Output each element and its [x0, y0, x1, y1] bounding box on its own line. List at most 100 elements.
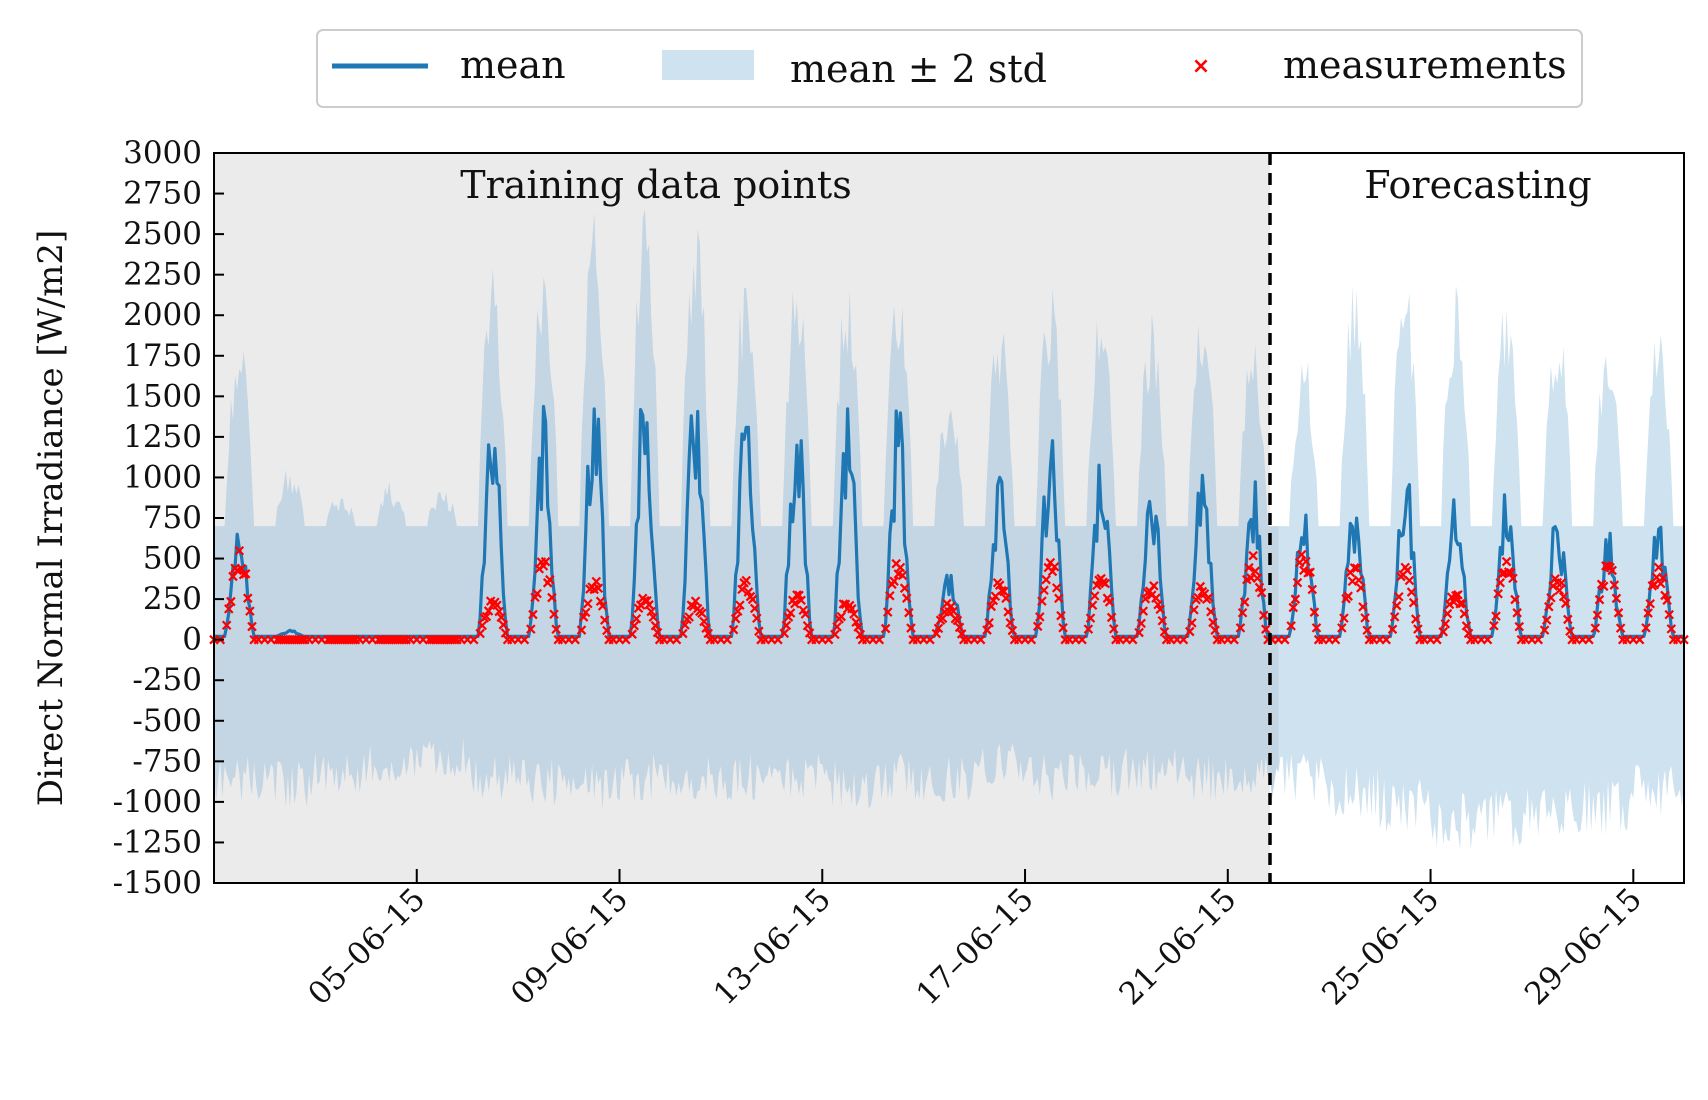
measurement-point	[481, 611, 492, 622]
measurement-point	[1244, 562, 1254, 573]
measurement-point	[735, 600, 745, 610]
measurement-point	[1533, 634, 1544, 645]
measurement-point	[1195, 581, 1206, 592]
measurement-point	[853, 622, 863, 632]
legend: mean mean ± 2 std × measurements	[316, 29, 1583, 108]
measurement-point	[1609, 580, 1620, 590]
legend-marker-swatch: ×	[1192, 54, 1210, 79]
measurement-point	[1402, 565, 1413, 576]
measurement-point	[880, 623, 891, 634]
measurement-point	[1083, 624, 1094, 634]
measurement-point	[593, 583, 604, 594]
measurement-point	[1554, 585, 1565, 596]
measurement-point	[1134, 627, 1144, 638]
measurement-point	[528, 609, 538, 620]
measurement-point	[551, 624, 561, 634]
measurement-point	[1140, 594, 1151, 604]
measurement-point	[1339, 613, 1349, 623]
measurement-point	[1613, 608, 1624, 618]
measurement-point	[749, 603, 760, 614]
measurement-point	[1394, 592, 1404, 602]
measurement-point	[994, 580, 1005, 590]
measurement-point	[1666, 624, 1677, 634]
y-tick-label: 1000	[123, 459, 202, 495]
y-tick-label: 2250	[123, 257, 202, 293]
measurement-point	[1493, 588, 1503, 599]
measurement-point	[1584, 634, 1594, 645]
y-tick-label: 1500	[123, 378, 202, 414]
measurement-point	[570, 634, 580, 645]
measurement-point	[728, 624, 739, 635]
measurement-point	[1104, 597, 1115, 607]
measurement-point	[1643, 608, 1653, 618]
measurement-point	[796, 595, 806, 606]
measurement-point	[1178, 634, 1189, 645]
measurement-point	[1544, 601, 1554, 612]
measurement-point	[1598, 581, 1609, 592]
measurement-point	[1558, 591, 1569, 602]
measurement-point	[1229, 634, 1239, 645]
measurement-point	[1658, 573, 1668, 583]
measurement-point	[1406, 587, 1417, 597]
measurement-point	[1662, 595, 1672, 606]
y-tick-label: -500	[132, 703, 202, 739]
measurement-point	[1491, 611, 1501, 621]
measurement-point	[1035, 612, 1045, 622]
measurement-point	[1001, 593, 1011, 604]
measurement-point	[1258, 610, 1269, 621]
measurement-point	[1256, 587, 1267, 598]
measurement-point	[847, 603, 857, 614]
measurement-point	[1358, 602, 1368, 612]
measurement-point	[802, 620, 813, 631]
measurement-point	[1149, 581, 1159, 591]
measurement-point	[1254, 582, 1265, 593]
legend-band-swatch	[662, 50, 754, 80]
measurement-point	[785, 608, 796, 618]
measurement-point	[526, 624, 536, 634]
measurement-point	[699, 616, 709, 627]
measurement-point	[1248, 550, 1258, 561]
measurement-point	[1461, 621, 1472, 631]
measurement-point	[1337, 623, 1347, 633]
measurement-point	[1655, 578, 1666, 589]
measurement-point	[1449, 597, 1459, 607]
measurement-point	[952, 615, 963, 626]
measurement-point	[580, 607, 591, 618]
measurement-point	[1459, 609, 1470, 619]
measurement-point	[1645, 598, 1655, 609]
measurement-point	[678, 628, 688, 639]
measurement-point	[897, 570, 908, 581]
measurement-point	[597, 601, 608, 611]
measurement-point	[690, 596, 701, 606]
measurement-point	[982, 625, 992, 635]
x-tick-label: 17–06–15	[910, 881, 1041, 1012]
measurement-point	[1563, 614, 1573, 625]
measurement-point	[1455, 598, 1465, 609]
measurement-point	[1159, 627, 1170, 637]
measurement-point	[652, 627, 663, 638]
legend-mean-label: mean	[460, 43, 566, 87]
measurement-point	[1440, 619, 1451, 629]
measurement-point	[494, 606, 504, 617]
measurement-point	[1237, 607, 1248, 618]
y-tick-label: 250	[143, 581, 202, 617]
measurement-point	[1056, 610, 1066, 621]
x-tick-label: 09–06–15	[504, 881, 635, 1012]
measurement-point	[1106, 612, 1117, 623]
measurement-point	[1356, 583, 1366, 593]
measurement-point	[1155, 604, 1165, 615]
measurement-point	[602, 625, 612, 636]
measurement-point	[986, 601, 997, 612]
measurement-point	[680, 620, 690, 630]
measurement-point	[1041, 574, 1051, 585]
measurement-point	[1003, 607, 1013, 617]
measurement-point	[931, 628, 942, 639]
measurement-point	[1151, 593, 1161, 603]
measurement-point	[1089, 591, 1100, 601]
measurement-point	[1210, 625, 1220, 636]
measurement-point	[477, 620, 488, 631]
measurement-point	[1108, 624, 1119, 634]
measurement-point	[1514, 621, 1525, 632]
measurement-point	[790, 598, 800, 609]
measurement-point	[1239, 597, 1250, 607]
